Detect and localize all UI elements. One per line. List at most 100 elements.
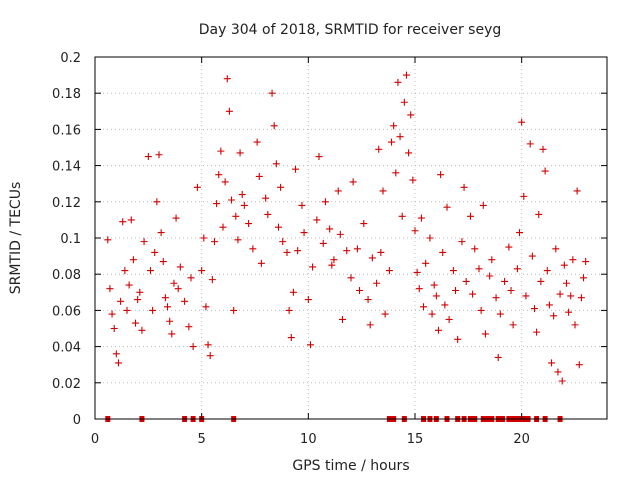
data-point [132, 319, 140, 327]
data-point [287, 334, 295, 342]
data-point [356, 286, 364, 294]
data-point [392, 169, 400, 177]
data-point [187, 274, 195, 282]
y-axis-title: SRMTID / TECUs [8, 182, 24, 295]
data-point [381, 310, 389, 318]
data-point [106, 285, 114, 293]
data-point [426, 234, 434, 242]
data-point [144, 153, 152, 161]
data-point [373, 279, 381, 287]
data-point [193, 183, 201, 191]
data-point [264, 210, 272, 218]
data-point [522, 292, 530, 300]
data-point [294, 247, 302, 255]
data-point [543, 267, 551, 275]
y-tick-label: 0.12 [52, 196, 81, 211]
data-point [526, 140, 534, 148]
data-point [430, 281, 438, 289]
data-point [507, 286, 515, 294]
data-point [541, 167, 549, 175]
data-point [494, 353, 502, 361]
data-point [217, 147, 225, 155]
data-point [108, 310, 116, 318]
data-point [315, 153, 323, 161]
axis-ticks: 0 5 10 15 20 0 0.02 0.04 0.06 0.08 0.1 0.12 0.14 0.16… [52, 51, 607, 447]
data-point [520, 192, 528, 200]
data-point [537, 277, 545, 285]
data-point [157, 229, 165, 237]
data-point [577, 294, 585, 302]
data-point [255, 172, 263, 180]
data-point [146, 267, 154, 275]
data-point [501, 277, 509, 285]
data-point [309, 263, 317, 271]
data-point [366, 321, 374, 329]
data-point [492, 294, 500, 302]
y-tick-label: 0.14 [52, 160, 81, 175]
data-point [213, 200, 221, 208]
data-point [328, 261, 336, 269]
data-point [496, 310, 504, 318]
grid-lines [95, 57, 607, 419]
data-point [545, 301, 553, 309]
data-point [560, 261, 568, 269]
data-point [469, 290, 477, 298]
data-point [505, 243, 513, 251]
data-point [343, 247, 351, 255]
x-tick-label: 20 [513, 432, 530, 447]
data-point [488, 256, 496, 264]
data-point [274, 223, 282, 231]
data-point [272, 160, 280, 168]
data-point [200, 234, 208, 242]
data-point [230, 306, 238, 314]
data-point [582, 258, 590, 266]
data-point [110, 325, 118, 332]
data-point [409, 176, 417, 184]
data-point [185, 323, 193, 331]
data-point [253, 138, 261, 146]
data-point [234, 236, 242, 244]
data-point [379, 187, 387, 195]
data-point [215, 171, 223, 179]
y-tick-label: 0.16 [52, 123, 81, 138]
data-point [360, 220, 368, 228]
data-point [571, 321, 579, 329]
data-point [475, 265, 483, 273]
data-point [232, 212, 240, 220]
data-point [556, 290, 564, 298]
data-point [283, 248, 291, 256]
data-point [454, 335, 462, 343]
data-point [509, 321, 517, 329]
data-point [368, 254, 376, 262]
x-axis-title: GPS time / hours [292, 458, 409, 474]
data-point [300, 229, 308, 237]
data-point [155, 151, 163, 159]
data-point [189, 343, 197, 351]
y-tick-label: 0.2 [60, 51, 81, 66]
data-point [347, 274, 355, 282]
y-tick-label: 0.02 [52, 377, 81, 392]
data-point [181, 297, 189, 305]
data-point [336, 230, 344, 238]
data-point [268, 89, 276, 97]
data-point [151, 248, 159, 256]
data-point [321, 198, 329, 206]
data-point [530, 305, 538, 313]
data-point [513, 265, 521, 273]
data-point [119, 218, 127, 226]
y-tick-label: 0.08 [52, 268, 81, 283]
y-tick-label: 0.06 [52, 304, 81, 319]
data-point [206, 352, 214, 360]
data-point [225, 107, 233, 115]
y-tick-label: 0.18 [52, 87, 81, 102]
data-point [140, 238, 148, 246]
data-point [270, 122, 278, 130]
data-point [439, 248, 447, 256]
data-point [153, 198, 161, 206]
data-point [548, 359, 556, 367]
x-tick-label: 5 [198, 432, 206, 447]
data-point [420, 303, 428, 311]
data-point [533, 328, 541, 336]
data-point [306, 341, 314, 349]
data-point [580, 274, 588, 282]
